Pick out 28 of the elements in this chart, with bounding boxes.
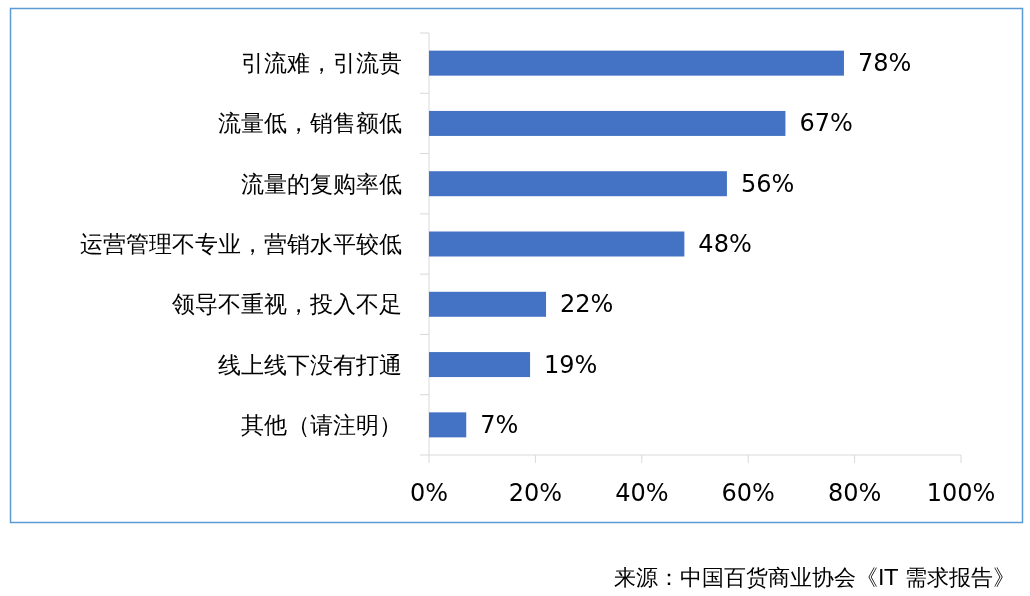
bar xyxy=(429,291,547,317)
x-tick-label: 80% xyxy=(827,479,882,507)
y-tick-label: 线上线下没有打通 xyxy=(218,351,402,378)
data-label: 22% xyxy=(560,290,614,319)
bar xyxy=(429,352,531,378)
y-tick-label: 流量的复购率低 xyxy=(241,170,402,197)
bar xyxy=(429,50,844,76)
data-label: 78% xyxy=(857,49,912,78)
bar xyxy=(429,171,727,197)
y-tick-label: 其他（请注明） xyxy=(241,411,402,438)
y-tick-label: 引流难，引流贵 xyxy=(241,50,402,77)
y-tick-label: 领导不重视，投入不足 xyxy=(172,291,402,318)
source-note: 来源：中国百货商业协会《IT 需求报告》 xyxy=(614,565,1015,590)
x-tick-label: 100% xyxy=(926,479,996,507)
data-label: 7% xyxy=(480,410,519,439)
bar xyxy=(429,412,467,438)
bar xyxy=(429,231,685,257)
data-label: 48% xyxy=(698,230,752,258)
x-tick-label: 40% xyxy=(615,479,669,507)
data-label: 67% xyxy=(799,109,853,138)
y-tick-label: 运营管理不专业，营销水平较低 xyxy=(80,231,402,257)
y-tick-label: 流量低，销售额低 xyxy=(218,110,402,137)
x-tick-label: 0% xyxy=(409,479,449,507)
x-tick-label: 60% xyxy=(721,479,775,507)
x-tick-label: 20% xyxy=(508,479,563,507)
data-label: 19% xyxy=(544,350,598,379)
bar xyxy=(429,110,786,136)
data-label: 56% xyxy=(740,169,795,198)
